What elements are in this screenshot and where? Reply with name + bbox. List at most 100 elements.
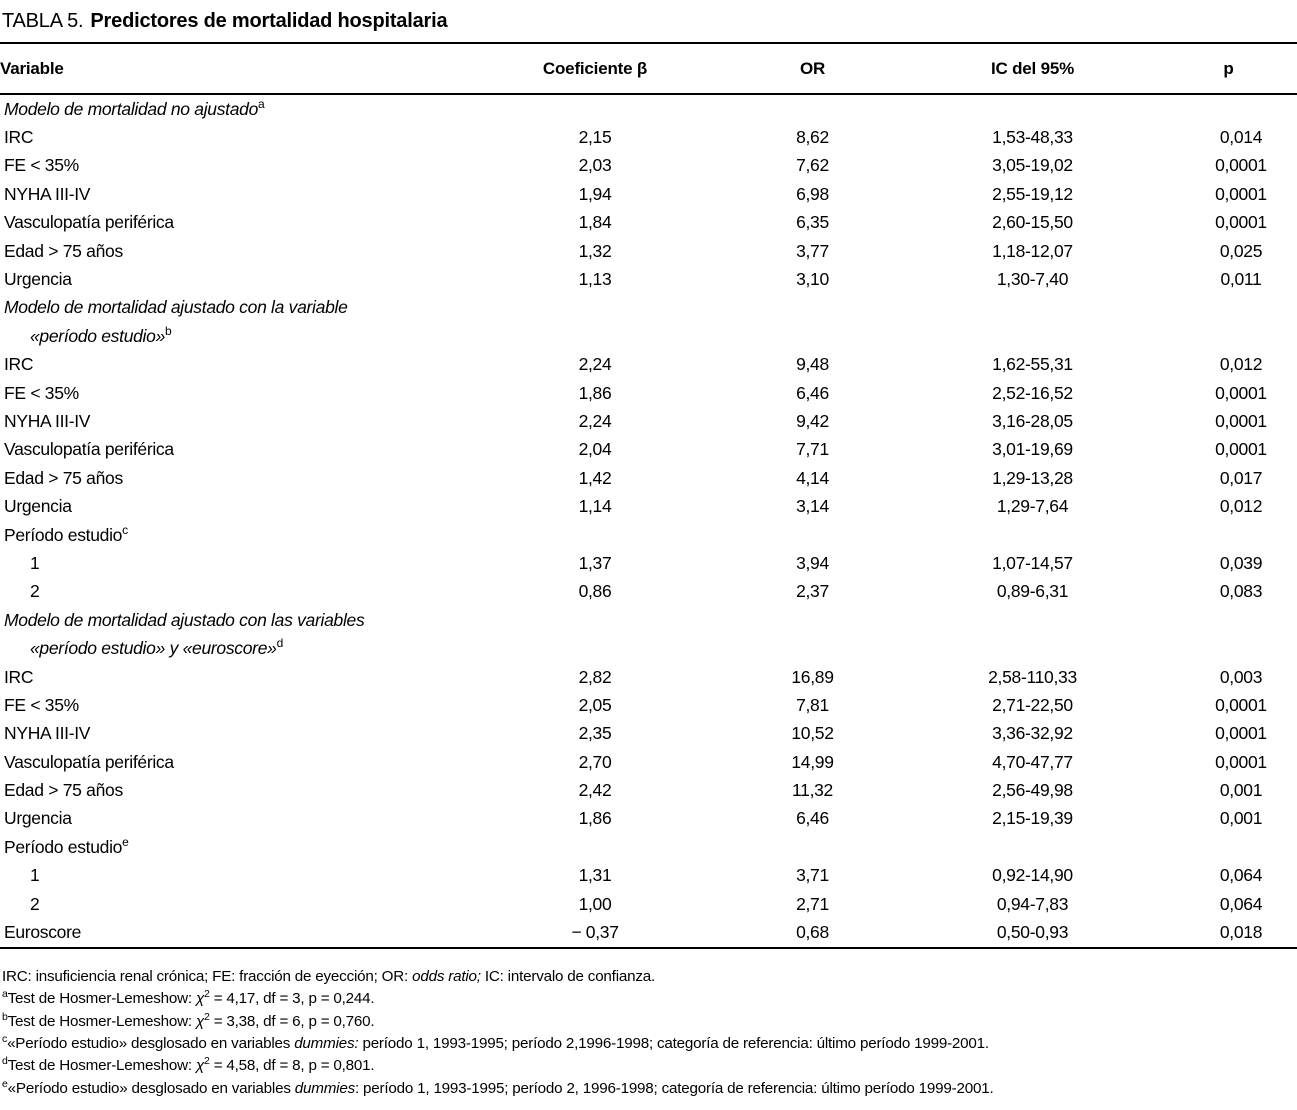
row-label: Período estudioc [4, 522, 128, 545]
cell-value: 2,35 [578, 723, 612, 744]
table-row: NYHA III-IV 2,35 10,52 3,36-32,92 0,0001 [0, 720, 1297, 748]
cell-value: 0,012 [1219, 354, 1263, 375]
footnote-line: aTest de Hosmer-Lemeshow: χ2 = 4,17, df … [2, 988, 375, 1008]
section-header-row: «período estudio»b [0, 322, 1297, 350]
table-row: FE < 35% 2,05 7,81 2,71-22,50 0,0001 [0, 691, 1297, 719]
cell-value: 1,94 [578, 183, 612, 204]
cell-value: 2,03 [578, 155, 612, 176]
row-label: IRC [4, 127, 34, 148]
cell-value [1160, 634, 1297, 662]
table-row: Urgencia 1,13 3,10 1,30-7,40 0,011 [0, 265, 1297, 293]
cell-value: 2,52-16,52 [992, 382, 1073, 403]
cell-value: 6,98 [796, 183, 829, 204]
cell-value: 0,001 [1219, 808, 1263, 829]
cell-value: 0,001 [1219, 780, 1263, 801]
table-row: 2 1,00 2,71 0,94-7,83 0,064 [0, 890, 1297, 918]
row-label: Vasculopatía periférica [4, 212, 174, 233]
cell-value [1160, 322, 1297, 350]
table-row: Euroscore − 0,37 0,68 0,50-0,93 0,018 [0, 918, 1297, 947]
cell-value: 2,05 [578, 694, 612, 715]
footnote-marker: a [258, 96, 265, 111]
row-label: Modelo de mortalidad ajustado con las va… [4, 609, 365, 630]
col-header-ic95: IC del 95% [905, 43, 1160, 95]
table-row: IRC 2,24 9,48 1,62-55,31 0,012 [0, 351, 1297, 379]
cell-value: 1,84 [578, 212, 612, 233]
cell-value [470, 833, 720, 861]
row-label: 2 [30, 581, 40, 602]
mortality-predictors-table: Variable Coeficiente β OR IC del 95% p M… [0, 42, 1297, 949]
cell-value: 0,0001 [1215, 439, 1267, 460]
cell-value: 7,71 [796, 439, 829, 460]
cell-value [470, 521, 720, 549]
cell-value: 0,68 [796, 922, 829, 943]
cell-value: 2,56-49,98 [992, 780, 1073, 801]
cell-value: 0,94-7,83 [996, 893, 1069, 914]
cell-value: 0,017 [1219, 467, 1263, 488]
cell-value [470, 294, 720, 322]
cell-value: 1,13 [578, 269, 612, 290]
cell-value [905, 294, 1160, 322]
cell-value: 3,16-28,05 [992, 410, 1073, 431]
row-label: Edad > 75 años [4, 240, 123, 261]
table-footnotes: IRC: insuficiencia renal crónica; FE: fr… [0, 966, 1297, 1100]
cell-value [470, 634, 720, 662]
row-label: NYHA III-IV [4, 410, 91, 431]
row-label: Edad > 75 años [4, 467, 123, 488]
cell-value [1160, 606, 1297, 634]
cell-value [905, 634, 1160, 662]
cell-value: 2,15 [578, 127, 612, 148]
cell-value: 0,011 [1220, 269, 1262, 290]
footnote-line: bTest de Hosmer-Lemeshow: χ2 = 3,38, df … [2, 1010, 375, 1030]
row-label: Edad > 75 años [4, 780, 123, 801]
cell-value: 3,71 [796, 865, 829, 886]
cell-value: 0,50-0,93 [996, 922, 1069, 943]
cell-value: 0,064 [1219, 893, 1263, 914]
cell-value: 0,86 [578, 581, 612, 602]
cell-value: 9,48 [796, 354, 829, 375]
row-label: Período estudioe [4, 835, 129, 857]
cell-value: 1,31 [578, 865, 612, 886]
table-row: NYHA III-IV 1,94 6,98 2,55-19,12 0,0001 [0, 180, 1297, 208]
row-label: NYHA III-IV [4, 183, 91, 204]
cell-value: 0,92-14,90 [992, 865, 1073, 886]
cell-value: 0,018 [1219, 922, 1263, 943]
table-row: IRC 2,82 16,89 2,58-110,33 0,003 [0, 663, 1297, 691]
cell-value: 2,71-22,50 [992, 694, 1073, 715]
cell-value: 0,0001 [1215, 183, 1267, 204]
row-label: IRC [4, 666, 34, 687]
footnote-marker: b [165, 323, 172, 338]
row-label: Euroscore [4, 922, 82, 943]
cell-value: 0,064 [1219, 865, 1263, 886]
cell-value: 3,14 [796, 496, 829, 517]
col-header-or: OR [720, 43, 905, 95]
cell-value: 4,70-47,77 [992, 751, 1073, 772]
footnote-marker: d [276, 636, 284, 651]
cell-value [470, 322, 720, 350]
cell-value: − 0,37 [571, 922, 619, 943]
table-row: FE < 35% 2,03 7,62 3,05-19,02 0,0001 [0, 152, 1297, 180]
cell-value: 1,14 [578, 496, 612, 517]
cell-value [470, 94, 720, 123]
cell-value: 4,14 [796, 467, 829, 488]
cell-value [905, 606, 1160, 634]
cell-value: 1,30-7,40 [996, 269, 1069, 290]
row-label: FE < 35% [4, 155, 79, 176]
cell-value: 2,82 [578, 666, 612, 687]
cell-value: 9,42 [796, 410, 829, 431]
cell-value: 0,0001 [1215, 212, 1267, 233]
row-label: Modelo de mortalidad no ajustadoa [4, 96, 265, 119]
table-row: Edad > 75 años 2,42 11,32 2,56-49,98 0,001 [0, 776, 1297, 804]
cell-value: 7,81 [796, 694, 829, 715]
cell-value [720, 294, 905, 322]
row-label: Urgencia [4, 269, 72, 290]
cell-value: 7,62 [796, 155, 829, 176]
cell-value [1160, 521, 1297, 549]
table-row: Vasculopatía periférica 1,84 6,35 2,60-15,5… [0, 209, 1297, 237]
cell-value: 0,0001 [1215, 382, 1267, 403]
table-row: 1 1,31 3,71 0,92-14,90 0,064 [0, 862, 1297, 890]
cell-value: 0,014 [1219, 127, 1263, 148]
row-label: Vasculopatía periférica [4, 751, 174, 772]
cell-value [720, 521, 905, 549]
header-row: Variable Coeficiente β OR IC del 95% p [0, 43, 1297, 95]
